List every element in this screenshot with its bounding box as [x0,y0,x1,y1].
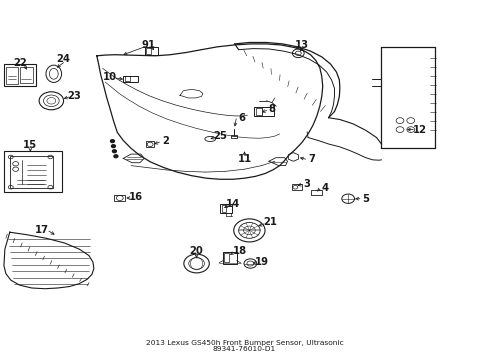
Text: 4: 4 [321,183,328,193]
Bar [144,47,158,55]
Bar [20,67,33,83]
Text: 20: 20 [189,246,203,256]
Text: 6: 6 [238,113,244,123]
Bar [146,141,153,147]
Bar [4,64,36,86]
Bar [4,151,61,192]
Circle shape [110,140,114,143]
Text: 18: 18 [232,246,246,256]
Text: 24: 24 [57,54,70,64]
Text: 17: 17 [35,225,49,235]
Bar [223,252,236,264]
Text: 12: 12 [412,125,426,135]
Text: 8: 8 [268,104,275,114]
Bar [114,195,125,201]
Text: 1: 1 [148,40,155,50]
Bar [123,76,138,82]
Bar [10,156,53,188]
Text: 19: 19 [255,257,268,267]
Text: 89341-76010-D1: 89341-76010-D1 [212,346,276,352]
Bar [221,205,226,212]
Text: 5: 5 [362,194,368,204]
Text: 16: 16 [129,192,142,202]
Text: 22: 22 [14,58,27,68]
Text: 15: 15 [23,140,37,150]
Circle shape [111,145,115,148]
Bar [255,108,261,115]
Bar [224,253,229,262]
Bar [6,67,18,84]
Circle shape [114,155,118,158]
Text: 10: 10 [103,72,117,82]
Text: 9: 9 [141,40,148,50]
Bar [220,204,232,213]
Bar [124,76,129,81]
Text: 13: 13 [295,40,308,50]
Text: 25: 25 [213,131,226,141]
Bar [145,48,150,54]
Text: 3: 3 [303,179,310,189]
Text: 14: 14 [225,199,240,210]
Text: 11: 11 [237,154,251,164]
Text: 2013 Lexus GS450h Front Bumper Sensor, Ultrasonic: 2013 Lexus GS450h Front Bumper Sensor, U… [145,340,343,346]
Text: 2: 2 [162,136,168,146]
Bar [310,190,321,195]
Circle shape [112,150,116,153]
Text: 7: 7 [308,154,315,164]
Text: 21: 21 [263,217,276,228]
Bar [254,107,273,116]
Bar [292,184,302,190]
Text: 23: 23 [67,91,81,102]
Bar [230,135,236,138]
